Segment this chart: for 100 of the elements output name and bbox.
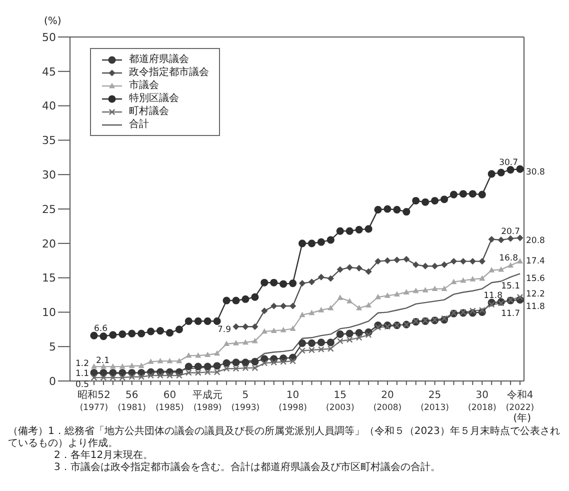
point xyxy=(326,236,334,244)
data-label: 20.8 xyxy=(526,236,545,246)
point xyxy=(440,196,448,204)
point xyxy=(147,328,155,336)
data-label: 7.9 xyxy=(217,324,231,335)
point xyxy=(394,291,400,297)
point xyxy=(346,330,354,338)
data-label: 17.4 xyxy=(526,256,545,267)
point xyxy=(488,301,495,308)
point xyxy=(432,262,438,270)
point xyxy=(261,360,268,366)
point xyxy=(355,226,363,234)
point xyxy=(242,339,248,345)
point xyxy=(364,225,372,233)
point xyxy=(441,286,448,292)
point xyxy=(318,274,324,280)
point xyxy=(308,346,315,354)
point xyxy=(166,372,173,379)
point xyxy=(469,258,476,265)
point xyxy=(270,328,277,333)
point xyxy=(488,170,496,178)
point xyxy=(90,374,98,381)
point xyxy=(270,302,278,310)
point xyxy=(468,190,476,198)
point xyxy=(252,338,258,344)
point xyxy=(214,368,220,376)
point xyxy=(242,295,250,303)
y-tick-label: 25 xyxy=(42,202,56,216)
point xyxy=(184,317,192,325)
data-label: 11.8 xyxy=(484,291,503,302)
point xyxy=(460,277,466,283)
point xyxy=(497,168,505,176)
point xyxy=(403,289,410,294)
data-label: 15.6 xyxy=(526,274,545,284)
point xyxy=(450,278,457,284)
point xyxy=(100,368,108,377)
point xyxy=(204,317,212,325)
point xyxy=(138,374,145,380)
point xyxy=(166,358,173,364)
legend-label: 町村議会 xyxy=(129,105,169,118)
data-label: 0.5 xyxy=(75,380,89,390)
point xyxy=(422,198,430,206)
point xyxy=(213,362,221,370)
point xyxy=(186,352,192,358)
point xyxy=(166,329,174,337)
point xyxy=(488,267,495,272)
point xyxy=(328,304,334,310)
point xyxy=(431,196,439,205)
x-tick-label: 60 (1985) xyxy=(156,390,184,413)
x-tick-label: 20 (2008) xyxy=(373,390,402,413)
y-tick-label: 10 xyxy=(42,306,56,320)
point xyxy=(290,358,296,364)
point xyxy=(176,372,182,379)
point xyxy=(290,302,296,310)
text: （備考）1．総務省「地方公共団体の議会の議員及び長の所属党派別人員調等」（令和５（2023）年５月末時点で公表されているもの）より作成。 xyxy=(8,426,561,450)
data-label: 20.7 xyxy=(501,226,520,237)
point xyxy=(374,324,382,331)
point xyxy=(318,346,324,353)
point xyxy=(299,348,306,354)
point xyxy=(224,340,230,346)
point xyxy=(326,338,334,346)
point xyxy=(375,294,381,300)
point xyxy=(128,330,136,338)
point xyxy=(298,280,306,287)
point xyxy=(507,235,514,242)
y-tick-label: 30 xyxy=(42,168,56,182)
point xyxy=(280,326,286,332)
data-label: 30.7 xyxy=(499,158,518,168)
point xyxy=(317,338,325,346)
point xyxy=(517,258,523,264)
point xyxy=(450,190,458,198)
point xyxy=(393,206,401,214)
point xyxy=(233,340,239,346)
point xyxy=(366,302,372,308)
point xyxy=(232,365,240,372)
point xyxy=(232,323,240,330)
data-label: 1.2 xyxy=(75,359,89,370)
data-label: 11.7 xyxy=(501,308,520,319)
point xyxy=(119,374,126,381)
point xyxy=(157,372,164,379)
point xyxy=(214,350,220,356)
point xyxy=(516,294,524,300)
y-tick-label: 20 xyxy=(42,237,56,250)
x-tick-label: 5 (1993) xyxy=(231,390,260,413)
x-tick-label: 25 (2013) xyxy=(420,390,449,413)
point xyxy=(337,294,344,300)
point xyxy=(252,364,258,372)
point xyxy=(280,358,287,365)
point xyxy=(290,326,296,331)
x-tick-label: 10 (1998) xyxy=(278,390,307,413)
point xyxy=(157,358,164,364)
point xyxy=(384,292,390,298)
point xyxy=(412,288,419,294)
point xyxy=(394,256,400,264)
point xyxy=(289,280,297,288)
point xyxy=(100,332,108,340)
point xyxy=(100,374,107,381)
data-label: 12.2 xyxy=(526,289,545,300)
point xyxy=(222,359,230,367)
point xyxy=(242,358,250,366)
